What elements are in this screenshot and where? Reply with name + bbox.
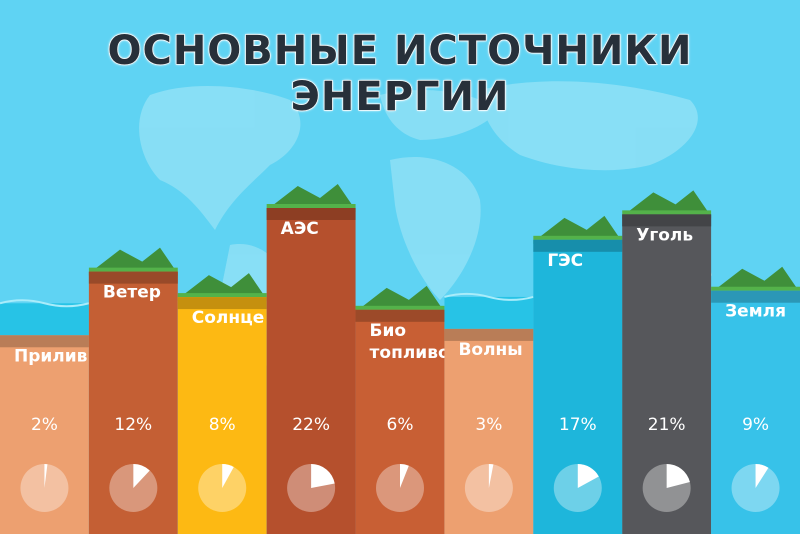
category-label: АЭС: [281, 219, 319, 239]
value-label: 12%: [114, 415, 152, 435]
pie-slice: [44, 464, 48, 488]
category-label: Ветер: [103, 283, 161, 303]
pie-slice: [755, 464, 769, 488]
value-label: 22%: [292, 415, 330, 435]
category-label: Био: [370, 321, 407, 341]
bar-group-4: АЭС 22%: [266, 184, 356, 534]
bar-top-layer: [266, 208, 356, 220]
bar-top-layer: [355, 309, 445, 322]
value-label: 2%: [31, 415, 58, 435]
category-label: Волны: [458, 340, 522, 360]
category-label: ГЭС: [547, 251, 583, 271]
water-cap: [444, 296, 534, 331]
category-label: Уголь: [636, 225, 693, 245]
value-label: 6%: [387, 415, 414, 435]
hill-cap: [177, 273, 267, 300]
water-cap: [0, 303, 89, 338]
bar-top-layer: [622, 214, 712, 227]
bar-group-8: Уголь 21%: [622, 190, 712, 534]
value-label: 17%: [559, 415, 597, 435]
value-label: 3%: [475, 415, 502, 435]
category-label: Земля: [725, 302, 786, 322]
bar-top-layer: [177, 297, 267, 310]
bar-top-layer: [0, 335, 89, 348]
bar-group-9: Земля 9%: [711, 266, 800, 534]
bars-layer: Прилив 2% Ветер 12% Солнце 8% АЭС 22% Биотопливо…: [0, 184, 800, 534]
pie-slice: [666, 464, 690, 488]
bar-top-layer: [88, 271, 178, 284]
bar-top-layer: [444, 328, 534, 341]
bar-group-6: Волны 3%: [444, 292, 534, 534]
pie-slice: [577, 464, 599, 488]
hill-cap: [355, 285, 445, 312]
wave-line: [444, 292, 534, 301]
pie-slice: [400, 464, 409, 488]
chart-title: ОСНОВНЫЕ ИСТОЧНИКИ ЭНЕРГИИ: [107, 27, 693, 121]
value-label: 9%: [742, 415, 769, 435]
hill-cap: [711, 266, 800, 293]
bar-group-2: Ветер 12%: [88, 247, 178, 534]
pie-slice: [488, 464, 494, 488]
category-label: Солнце: [192, 308, 264, 328]
hill-cap: [622, 190, 712, 217]
bar-top-layer: [533, 239, 623, 252]
value-label: 21%: [648, 415, 686, 435]
pie-slice: [222, 464, 234, 488]
wave-line: [0, 299, 90, 308]
category-label: Прилив: [14, 346, 88, 366]
bar-group-7: ГЭС 17%: [533, 215, 623, 534]
category-label: топливо: [370, 343, 450, 363]
hill-cap: [533, 215, 623, 242]
bar-group-3: Солнце 8%: [177, 273, 267, 534]
pie-background: [464, 464, 513, 512]
bar-top-layer: [711, 290, 800, 303]
pie-slice: [311, 464, 335, 488]
hill-cap: [88, 247, 178, 274]
value-label: 8%: [209, 415, 236, 435]
pie-slice: [133, 464, 150, 488]
bar-group-1: Прилив 2%: [0, 299, 90, 534]
hill-cap: [266, 184, 356, 210]
